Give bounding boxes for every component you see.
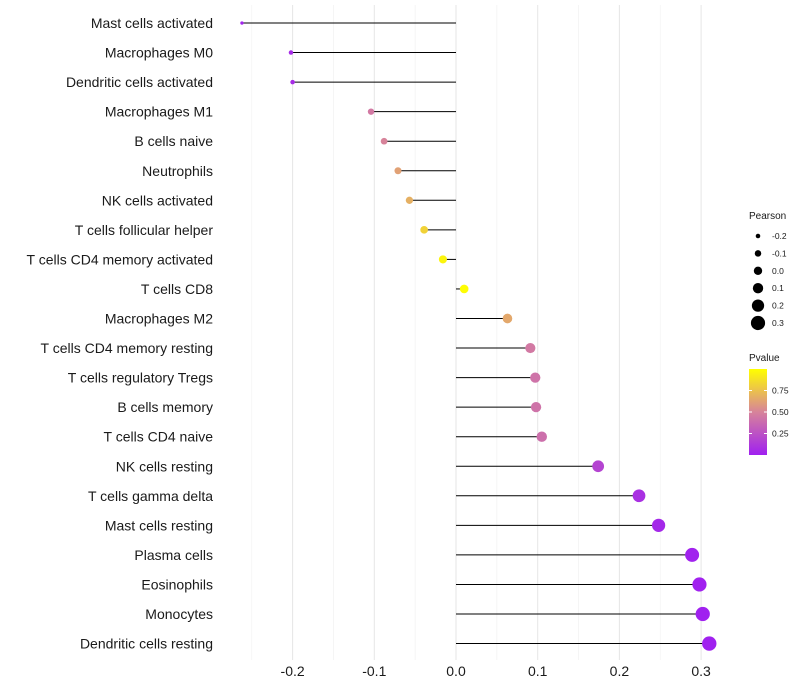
category-label: Macrophages M1: [105, 104, 213, 120]
size-legend-label: 0.3: [772, 318, 784, 328]
size-legend-key: [752, 283, 764, 294]
category-label: Eosinophils: [141, 576, 213, 592]
color-legend-title: Pvalue: [749, 353, 780, 364]
category-label: NK cells resting: [116, 458, 213, 474]
size-legend-key: [753, 266, 763, 276]
data-point: [380, 137, 388, 145]
category-label: T cells CD4 memory resting: [41, 340, 213, 356]
data-point: [290, 79, 295, 85]
y-axis-labels: Mast cells activated Macrophages M0 Dendri…: [27, 15, 214, 652]
size-legend-label: 0.1: [772, 283, 784, 293]
data-point: [405, 196, 414, 204]
data-point: [530, 401, 542, 413]
data-point: [420, 226, 428, 234]
data-point: [536, 431, 548, 442]
size-legend-label: 0.0: [772, 266, 784, 276]
data-point: [652, 518, 666, 532]
data-point: [438, 255, 447, 264]
color-legend-bar: [749, 369, 767, 455]
data-point: [685, 547, 700, 562]
x-tick-label: -0.1: [362, 663, 386, 679]
stems: [241, 22, 710, 645]
size-legend: Pearson -0.2 -0.1 0.0 0.1 0.2 0.3: [749, 211, 787, 331]
category-label: T cells regulatory Tregs: [68, 370, 213, 386]
points: [240, 21, 717, 651]
data-point: [632, 489, 646, 503]
category-label: Plasma cells: [134, 547, 213, 563]
data-point: [592, 460, 605, 473]
data-point: [702, 636, 717, 651]
size-legend-key: [754, 250, 762, 257]
size-legend-key: [755, 233, 761, 239]
category-label: Monocytes: [145, 606, 213, 622]
data-point: [502, 313, 513, 324]
color-legend-label: 0.75: [772, 386, 789, 396]
category-label: Macrophages M0: [105, 45, 213, 61]
x-tick-label: 0.0: [446, 663, 466, 679]
category-label: Mast cells resting: [105, 517, 213, 533]
category-label: Mast cells activated: [91, 15, 213, 31]
data-point: [288, 50, 294, 55]
category-label: Macrophages M2: [105, 311, 213, 327]
x-tick-label: 0.3: [691, 663, 711, 679]
category-label: T cells CD4 naive: [104, 429, 214, 445]
category-label: Neutrophils: [142, 163, 213, 179]
data-point: [367, 108, 375, 115]
category-label: B cells naive: [134, 133, 213, 149]
data-point: [240, 21, 244, 25]
x-axis-ticks: -0.2 -0.1 0.0 0.1 0.2 0.3: [281, 663, 712, 679]
category-label: NK cells activated: [102, 192, 213, 208]
data-point: [459, 284, 469, 294]
category-label: Dendritic cells activated: [66, 74, 213, 90]
category-label: Dendritic cells resting: [80, 636, 213, 652]
size-legend-title: Pearson: [749, 211, 786, 222]
size-legend-label: 0.2: [772, 301, 784, 311]
data-point: [525, 342, 536, 354]
category-label: B cells memory: [117, 399, 213, 415]
data-point: [394, 167, 402, 175]
x-tick-label: 0.2: [610, 663, 630, 679]
data-point: [530, 372, 541, 383]
category-label: T cells follicular helper: [75, 222, 214, 238]
size-legend-key: [751, 299, 765, 312]
data-point: [692, 577, 707, 592]
size-legend-label: -0.2: [772, 231, 787, 241]
color-legend: Pvalue 0.25 0.50 0.75: [749, 353, 789, 455]
category-label: T cells gamma delta: [88, 488, 213, 504]
color-legend-label: 0.50: [772, 407, 789, 417]
x-tick-label: 0.1: [528, 663, 548, 679]
size-legend-label: -0.1: [772, 248, 787, 258]
color-legend-label: 0.25: [772, 429, 789, 439]
category-label: T cells CD4 memory activated: [27, 251, 213, 267]
category-label: T cells CD8: [141, 281, 213, 297]
data-point: [695, 606, 710, 622]
grid: [251, 5, 702, 660]
size-legend-key: [750, 315, 766, 331]
x-tick-label: -0.2: [281, 663, 305, 679]
